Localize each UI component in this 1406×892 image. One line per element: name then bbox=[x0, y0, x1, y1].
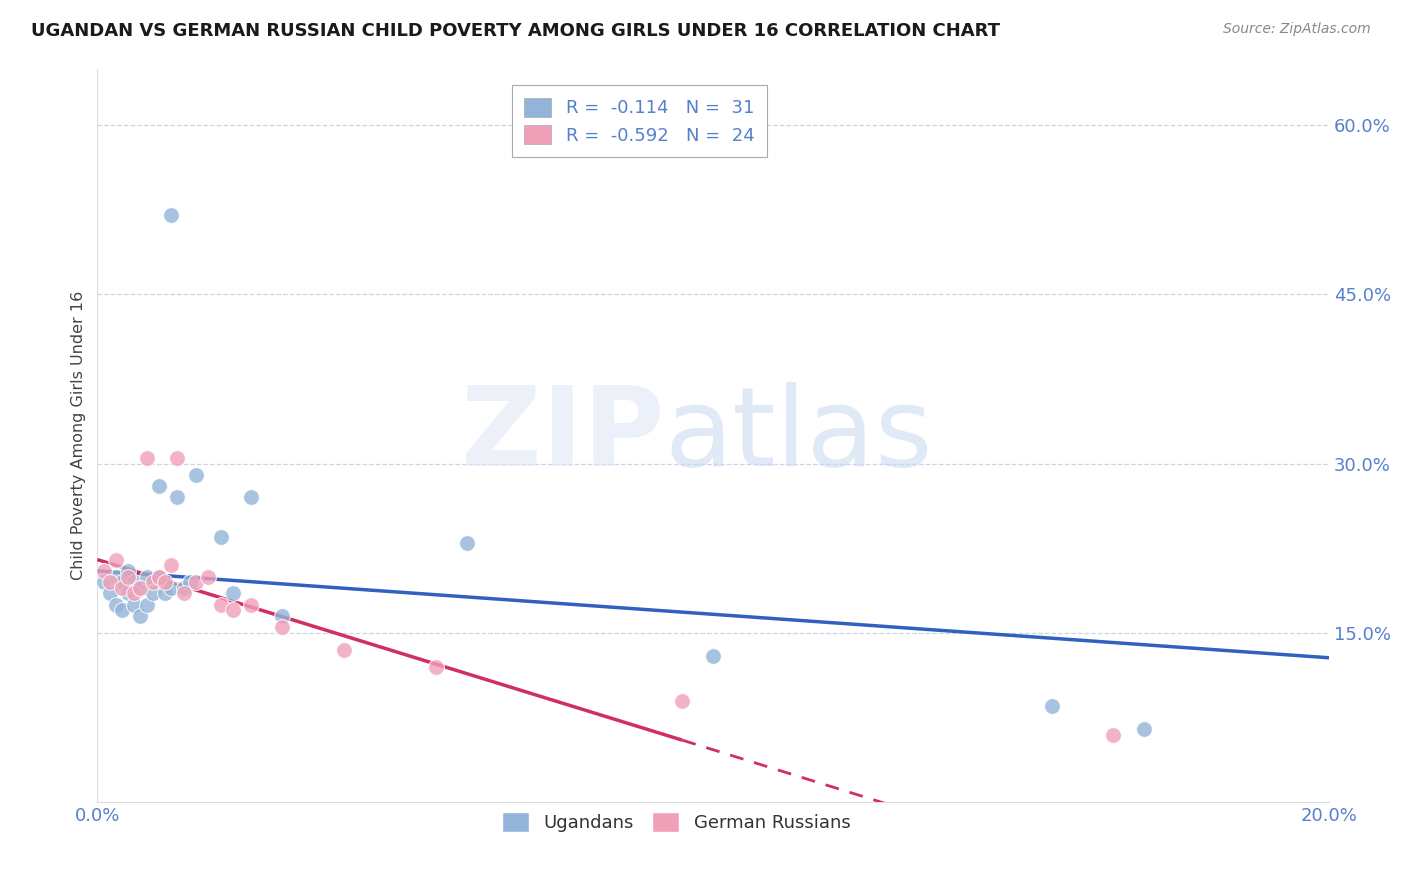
Point bbox=[160, 558, 183, 573]
Text: ZIP: ZIP bbox=[461, 382, 664, 489]
Point bbox=[117, 586, 139, 600]
Point bbox=[142, 586, 165, 600]
Point bbox=[98, 575, 121, 590]
Point bbox=[1040, 699, 1063, 714]
Point bbox=[142, 575, 165, 590]
Point bbox=[209, 598, 232, 612]
Point bbox=[240, 598, 263, 612]
Point bbox=[222, 586, 245, 600]
Point bbox=[671, 694, 693, 708]
Point bbox=[111, 575, 134, 590]
Point bbox=[129, 609, 152, 624]
Point bbox=[160, 208, 183, 222]
Y-axis label: Child Poverty Among Girls Under 16: Child Poverty Among Girls Under 16 bbox=[72, 291, 86, 580]
Point bbox=[148, 569, 170, 583]
Text: UGANDAN VS GERMAN RUSSIAN CHILD POVERTY AMONG GIRLS UNDER 16 CORRELATION CHART: UGANDAN VS GERMAN RUSSIAN CHILD POVERTY … bbox=[31, 22, 1000, 40]
Point bbox=[93, 575, 115, 590]
Point bbox=[104, 569, 127, 583]
Point bbox=[240, 491, 263, 505]
Point bbox=[111, 603, 134, 617]
Point bbox=[135, 450, 157, 465]
Point bbox=[425, 660, 447, 674]
Point bbox=[153, 586, 176, 600]
Point bbox=[173, 586, 195, 600]
Point bbox=[153, 575, 176, 590]
Point bbox=[1133, 722, 1156, 736]
Point bbox=[456, 535, 478, 549]
Point bbox=[129, 581, 152, 595]
Point bbox=[148, 569, 170, 583]
Point bbox=[197, 569, 219, 583]
Point bbox=[135, 598, 157, 612]
Point bbox=[179, 575, 201, 590]
Point bbox=[173, 581, 195, 595]
Point bbox=[184, 575, 207, 590]
Point bbox=[209, 530, 232, 544]
Point bbox=[271, 620, 294, 634]
Point bbox=[104, 598, 127, 612]
Point bbox=[104, 552, 127, 566]
Point bbox=[98, 586, 121, 600]
Point bbox=[117, 564, 139, 578]
Point bbox=[124, 598, 146, 612]
Point bbox=[702, 648, 724, 663]
Point bbox=[166, 450, 188, 465]
Point bbox=[222, 603, 245, 617]
Text: atlas: atlas bbox=[664, 382, 932, 489]
Text: Source: ZipAtlas.com: Source: ZipAtlas.com bbox=[1223, 22, 1371, 37]
Point bbox=[160, 581, 183, 595]
Point bbox=[148, 479, 170, 493]
Legend: Ugandans, German Russians: Ugandans, German Russians bbox=[489, 799, 863, 845]
Point bbox=[184, 467, 207, 482]
Point bbox=[117, 569, 139, 583]
Point bbox=[135, 569, 157, 583]
Point bbox=[129, 581, 152, 595]
Point bbox=[166, 491, 188, 505]
Point bbox=[124, 575, 146, 590]
Point bbox=[332, 643, 354, 657]
Point bbox=[111, 581, 134, 595]
Point bbox=[93, 564, 115, 578]
Point bbox=[124, 586, 146, 600]
Point bbox=[271, 609, 294, 624]
Point bbox=[1102, 727, 1125, 741]
